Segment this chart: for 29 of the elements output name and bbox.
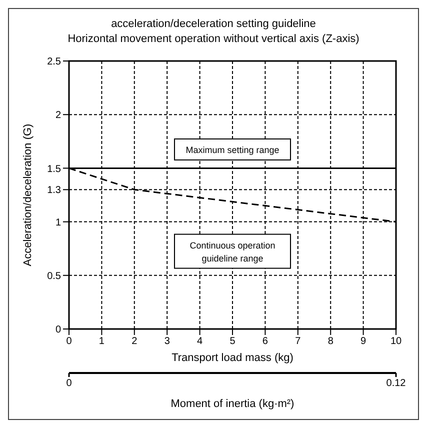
x-tick-label: 3 (164, 336, 170, 348)
x-tick-label: 6 (262, 336, 268, 348)
chart-title: acceleration/deceleration setting guideline (110, 17, 317, 32)
text-box: Continuous operation guideline range (174, 234, 291, 269)
chart-subtitle: Horizontal movement operation without vertical axis (Z-axis) (66, 32, 360, 47)
x-tick-label: 7 (295, 336, 302, 348)
y-tick-label: 0 (55, 324, 62, 336)
y-tick-label: 1.3 (47, 185, 62, 196)
x-tick-label: 8 (328, 336, 334, 348)
y-tick-label: 1 (55, 217, 62, 228)
x-axis-title: Transport load mass (kg) (172, 352, 294, 364)
x-tick-label: 0 (66, 336, 72, 348)
x-tick-label: 9 (360, 336, 367, 348)
annotation: Continuous operation guideline range (190, 240, 276, 264)
y-tick-label: 2.5 (47, 56, 62, 68)
annotation: Maximum setting range (186, 144, 280, 155)
x-tick-label: 4 (197, 336, 204, 348)
y-tick-label: 1.5 (47, 164, 62, 175)
y-tick-label: 0.5 (47, 270, 62, 282)
text-box: Maximum setting range (174, 138, 291, 160)
x-tick-label: 2 (132, 336, 138, 348)
x-tick-label: 1 (98, 336, 105, 348)
x2-tick-label: 0 (66, 378, 72, 390)
x2-tick-label: 0.12 (386, 378, 406, 390)
x2-axis-title: Moment of inertia (kg·m²) (170, 398, 294, 410)
x-tick-label: 10 (390, 336, 402, 348)
y-tick-label: 2 (55, 110, 62, 122)
x-tick-label: 5 (230, 336, 236, 348)
y-axis-title: Acceleration/deceleration (G) (22, 124, 34, 266)
